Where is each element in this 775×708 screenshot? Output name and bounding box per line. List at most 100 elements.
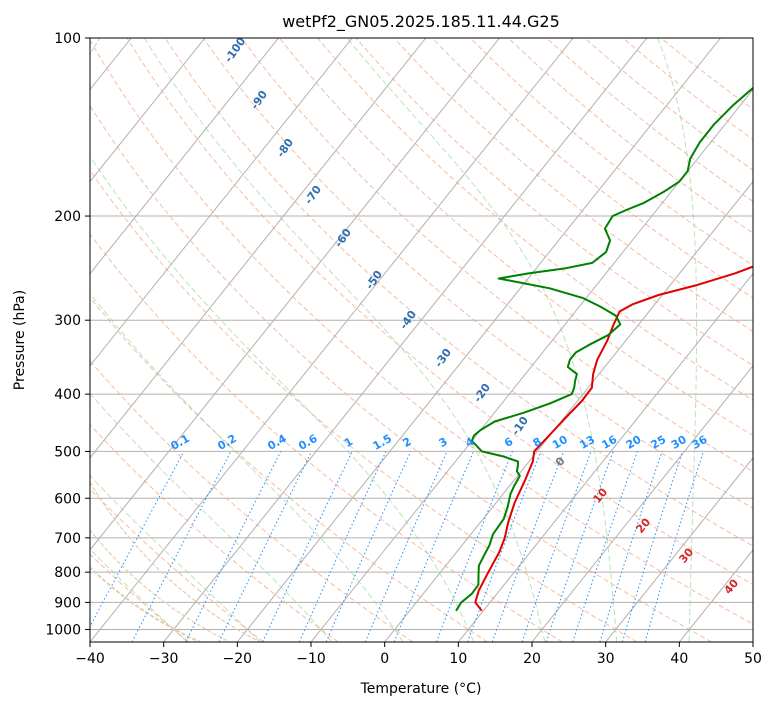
x-tick-label: 0 [380, 651, 389, 667]
mixing-ratio-line [491, 451, 565, 642]
dry-adiabat-line [240, 38, 753, 473]
x-tick-label: −40 [75, 651, 105, 667]
dry-adiabat-line [90, 360, 414, 642]
y-tick-label: 800 [54, 565, 81, 581]
y-tick-label: 900 [54, 595, 81, 611]
mixing-ratio-line [545, 451, 614, 642]
mixing-ratio-line [572, 451, 638, 642]
mixing-ratio-label: 10 [550, 433, 570, 452]
dry-adiabat-line [90, 233, 563, 642]
dry-adiabat-line [317, 38, 753, 401]
moist-adiabat-line [346, 38, 618, 642]
isotherm-line [605, 457, 753, 642]
mixing-ratio-line [90, 451, 185, 628]
mixing-ratio-label: 20 [624, 433, 644, 452]
dry-adiabat-line [90, 488, 264, 642]
dry-adiabat-line [393, 38, 753, 333]
isotherm-label: -70 [302, 183, 324, 207]
isotherm-line [678, 549, 753, 642]
isotherm-line [0, 38, 58, 642]
y-tick-label: 1000 [45, 622, 81, 638]
dry-adiabat-line [90, 296, 488, 642]
x-tick-label: 10 [449, 651, 467, 667]
isotherm-line [90, 38, 500, 551]
mixing-ratio-label: 6 [502, 435, 515, 450]
isotherm-label: -100 [222, 35, 249, 65]
isotherm-label: -90 [248, 88, 270, 112]
mixing-ratio-line [185, 451, 282, 642]
dry-adiabat-line [546, 38, 753, 203]
dry-adiabat-line [469, 38, 753, 267]
mixing-ratio-line [435, 451, 513, 642]
moist-adiabat-line [657, 38, 698, 642]
mixing-ratio-line [393, 451, 475, 642]
x-tick-label: −30 [149, 651, 179, 667]
mixing-ratio-line [621, 451, 684, 642]
x-tick-label: −10 [296, 651, 326, 667]
mixing-ratio-label: 0.6 [296, 432, 320, 453]
mixing-ratio-label: 1.5 [371, 432, 394, 453]
y-tick-label: 400 [54, 387, 81, 403]
isotherm-line [90, 38, 279, 275]
dry-adiabat-line [90, 169, 638, 642]
mixing-ratio-label: 16 [600, 433, 620, 452]
moist-adiabat-line [90, 155, 475, 642]
dewpoint-profile-line [455, 86, 753, 612]
y-tick-label: 700 [54, 531, 81, 547]
virtual-curve-line [90, 566, 201, 642]
background-lines [0, 38, 753, 642]
dry-adiabat-line [90, 553, 190, 642]
y-tick-label: 600 [54, 491, 81, 507]
y-axis-title: Pressure (hPa) [12, 290, 28, 390]
x-tick-label: −20 [223, 651, 253, 667]
mixing-ratio-line [325, 451, 412, 642]
moist-adiabat-line [90, 548, 188, 642]
mixing-ratio-label: 3 [437, 435, 450, 450]
chart-title: wetPf2_GN05.2025.185.11.44.G25 [282, 12, 560, 32]
y-axis: 100 200 300 400 500 600 700 800 900 1000 [45, 31, 90, 638]
x-tick-label: 30 [597, 651, 615, 667]
isotherm-label: -20 [471, 381, 493, 405]
isotherm-line [752, 641, 753, 642]
dry-adiabat-line [90, 39, 753, 625]
moist-adiabat-label: 0 [553, 454, 568, 468]
mixing-ratio-line [262, 451, 353, 642]
isotherm-line [457, 272, 753, 642]
x-axis-title: Temperature (°C) [360, 681, 482, 697]
isotherm-label: -40 [397, 308, 419, 332]
isotherm-line [163, 38, 648, 642]
mixing-ratio-label: 36 [690, 433, 710, 452]
moist-adiabat-label: 30 [676, 545, 696, 565]
dry-adiabat-line [202, 38, 753, 509]
x-tick-label: 40 [670, 651, 688, 667]
mixing-ratio-line [599, 451, 663, 642]
profile-series [455, 86, 753, 612]
dry-adiabat-line [431, 38, 753, 299]
dry-adiabat-line [164, 38, 753, 547]
moist-adiabat-label: 20 [633, 515, 653, 535]
isotherm-line [90, 38, 206, 183]
dry-adiabat-line [279, 38, 753, 437]
mixing-ratio-line [218, 451, 313, 642]
mixing-ratio-label: 0.4 [265, 432, 289, 453]
moist-adiabat-line [90, 392, 333, 642]
isotherm-line [90, 38, 353, 367]
virtual-curve-line [90, 38, 261, 642]
mixing-ratio-label: 25 [648, 433, 668, 452]
virtual-curve-line [90, 529, 231, 642]
dry-adiabat-line [90, 423, 339, 642]
moist-adiabat-line [90, 292, 404, 642]
dry-adiabat-line [355, 38, 753, 367]
mixing-ratio-line [644, 451, 704, 642]
dry-adiabat-line [508, 38, 753, 234]
x-tick-label: 20 [523, 651, 541, 667]
y-tick-label: 200 [54, 209, 81, 225]
mixing-ratio-line [467, 451, 542, 642]
mixing-ratio-line [131, 451, 232, 642]
y-tick-label: 100 [54, 31, 81, 47]
dry-adiabat-line [90, 105, 712, 642]
mixing-ratio-line [521, 451, 592, 642]
x-tick-label: 50 [744, 651, 762, 667]
mixing-ratio-label: 2 [400, 435, 413, 450]
